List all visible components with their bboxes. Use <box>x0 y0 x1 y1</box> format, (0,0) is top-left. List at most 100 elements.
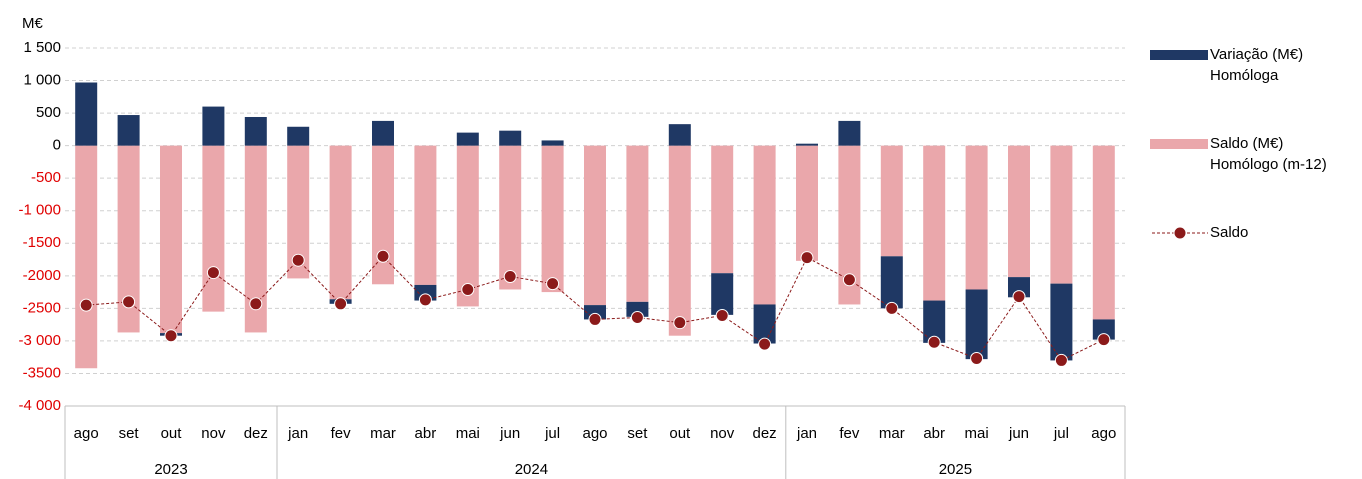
y-tick-label: 0 <box>53 137 61 154</box>
bar <box>1050 283 1073 361</box>
y-tick-label: -2000 <box>23 267 61 284</box>
x-tick-label: jan <box>287 425 308 442</box>
bar <box>541 140 564 146</box>
bar <box>1092 145 1115 320</box>
x-tick-label: dez <box>244 425 268 442</box>
group-label: 2023 <box>154 461 187 478</box>
legend-swatch <box>1150 50 1208 60</box>
line-point <box>715 309 729 323</box>
x-tick-label: fev <box>839 425 860 442</box>
bar <box>244 145 267 333</box>
legend-swatch <box>1150 139 1208 149</box>
x-tick-label: jun <box>1008 425 1029 442</box>
x-tick-label: mar <box>879 425 905 442</box>
bar <box>456 145 479 307</box>
bar <box>584 305 606 320</box>
line-point <box>673 316 687 330</box>
line-point <box>249 297 263 311</box>
bar <box>414 145 437 285</box>
bar <box>796 145 818 261</box>
x-tick-label: mai <box>965 425 989 442</box>
legend-label: Saldo (M€) Homólogo (m-12) <box>1210 135 1327 173</box>
x-tick-label: out <box>669 425 691 442</box>
bar <box>711 273 734 315</box>
bar <box>202 106 225 146</box>
x-tick-label: set <box>627 425 648 442</box>
bar <box>626 145 649 302</box>
bar <box>923 145 946 301</box>
bar <box>753 145 776 305</box>
x-tick-label: jan <box>796 425 817 442</box>
y-tick-label: -4 000 <box>18 397 61 414</box>
bar <box>499 145 522 290</box>
line-point <box>206 266 220 280</box>
x-tick-label: abr <box>415 425 437 442</box>
line-point <box>79 298 93 312</box>
legend-swatch-rect <box>1150 139 1208 149</box>
bar <box>75 145 98 369</box>
line-point <box>461 282 475 296</box>
y-tick-label: -3 000 <box>18 332 61 349</box>
x-tick-label: nov <box>201 425 226 442</box>
y-tick-label: -1 000 <box>18 202 61 219</box>
bar <box>329 145 352 300</box>
y-tick-label: -2500 <box>23 299 61 316</box>
y-tick-label: -1500 <box>23 234 61 251</box>
line-point <box>588 312 602 326</box>
line-point <box>1054 353 1068 367</box>
line-point <box>334 297 348 311</box>
bar <box>244 116 267 146</box>
line-point <box>630 310 644 324</box>
x-tick-label: jul <box>544 425 560 442</box>
legend-item: Saldo (M€) Homólogo (m-12) <box>1150 133 1335 175</box>
bar <box>626 301 649 317</box>
bar <box>75 82 98 146</box>
x-tick-label: jul <box>1053 425 1069 442</box>
line-point <box>376 249 390 263</box>
bar <box>880 256 903 309</box>
bar <box>584 145 606 306</box>
legend-item: Saldo <box>1150 222 1335 244</box>
line-point <box>291 253 305 267</box>
bar <box>1092 319 1115 340</box>
bar <box>287 126 310 146</box>
x-tick-label: fev <box>331 425 352 442</box>
line-point <box>418 293 432 307</box>
line-point <box>1012 290 1026 304</box>
y-tick-label: 1 000 <box>23 72 61 89</box>
bar <box>796 143 818 146</box>
bar <box>1008 145 1030 278</box>
bar <box>372 145 394 285</box>
line-point <box>164 329 178 343</box>
bar <box>965 289 988 360</box>
bar <box>753 304 776 344</box>
line-point <box>758 337 772 351</box>
line-point <box>503 269 517 283</box>
x-tick-label: ago <box>74 425 99 442</box>
group-label: 2024 <box>515 461 548 478</box>
line-point <box>122 295 136 309</box>
bar <box>541 145 564 293</box>
y-tick-label: -3500 <box>23 364 61 381</box>
x-tick-label: dez <box>753 425 777 442</box>
y-tick-label: -500 <box>31 169 61 186</box>
bar <box>965 145 988 290</box>
bar <box>880 145 903 257</box>
y-tick-label: 1 500 <box>23 39 61 56</box>
legend-label: Saldo <box>1210 224 1249 241</box>
y-tick-label: 500 <box>36 104 61 121</box>
x-tick-label: mai <box>456 425 480 442</box>
x-tick-label: set <box>119 425 140 442</box>
bar <box>923 300 946 343</box>
bar <box>287 145 310 279</box>
x-tick-label: ago <box>582 425 607 442</box>
bar <box>838 145 861 305</box>
legend-swatch-dot <box>1173 226 1187 240</box>
x-tick-label: ago <box>1091 425 1116 442</box>
y-unit-label: M€ <box>22 15 43 32</box>
line-point <box>546 277 560 291</box>
legend-label: Variação (M€) Homóloga <box>1210 46 1304 84</box>
line-point <box>927 335 941 349</box>
bar <box>838 120 861 146</box>
